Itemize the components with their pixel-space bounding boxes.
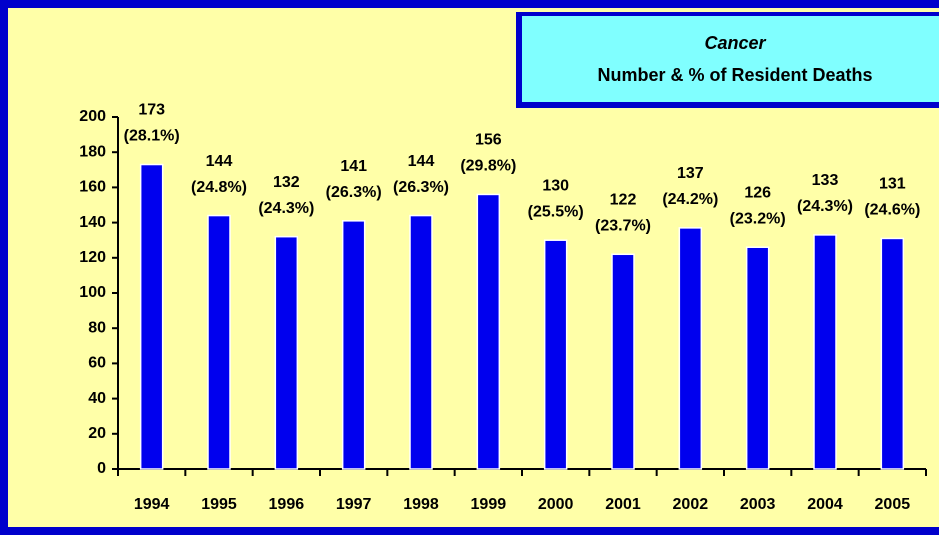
bar bbox=[745, 246, 770, 470]
value-label: 126 bbox=[744, 184, 771, 201]
value-label: 144 bbox=[408, 153, 435, 170]
bar bbox=[409, 214, 433, 470]
bar bbox=[813, 234, 837, 470]
value-label: 132 bbox=[273, 174, 300, 191]
title-box bbox=[522, 16, 939, 102]
y-tick-label: 100 bbox=[79, 284, 106, 301]
bar bbox=[139, 163, 164, 470]
percent-label: (24.3%) bbox=[797, 198, 853, 215]
x-tick-label: 1999 bbox=[471, 496, 507, 513]
x-tick-label: 1998 bbox=[403, 496, 439, 513]
value-label: 133 bbox=[812, 172, 839, 189]
y-tick-label: 80 bbox=[88, 319, 106, 336]
percent-label: (24.2%) bbox=[662, 191, 718, 208]
value-label: 130 bbox=[542, 177, 569, 194]
value-label: 173 bbox=[138, 102, 165, 119]
bar bbox=[880, 237, 905, 470]
bar bbox=[543, 239, 568, 470]
value-label: 131 bbox=[879, 176, 906, 193]
percent-label: (23.7%) bbox=[595, 217, 651, 234]
percent-label: (26.3%) bbox=[393, 179, 449, 196]
value-label: 144 bbox=[206, 153, 233, 170]
y-tick-label: 40 bbox=[88, 390, 106, 407]
y-tick-label: 60 bbox=[88, 355, 106, 372]
x-tick-label: 2003 bbox=[740, 496, 776, 513]
bar bbox=[207, 214, 231, 470]
x-tick-label: 2002 bbox=[673, 496, 709, 513]
x-tick-label: 2004 bbox=[807, 496, 843, 513]
percent-label: (28.1%) bbox=[124, 128, 180, 145]
y-tick-label: 140 bbox=[79, 214, 106, 231]
chart-subtitle: Number & % of Resident Deaths bbox=[597, 65, 872, 85]
bar bbox=[476, 193, 501, 470]
x-tick-label: 2000 bbox=[538, 496, 574, 513]
bar bbox=[678, 227, 703, 470]
percent-label: (24.3%) bbox=[258, 200, 314, 217]
value-label: 137 bbox=[677, 165, 704, 182]
x-tick-label: 2001 bbox=[605, 496, 641, 513]
y-tick-label: 20 bbox=[88, 425, 106, 442]
percent-label: (24.6%) bbox=[864, 202, 920, 219]
x-tick-label: 1996 bbox=[269, 496, 305, 513]
percent-label: (24.8%) bbox=[191, 179, 247, 196]
bar bbox=[274, 235, 299, 470]
x-tick-label: 1997 bbox=[336, 496, 372, 513]
bar bbox=[341, 220, 366, 470]
bar bbox=[611, 253, 635, 470]
percent-label: (29.8%) bbox=[460, 158, 516, 175]
y-tick-label: 0 bbox=[97, 460, 106, 477]
value-label: 122 bbox=[610, 191, 637, 208]
value-label: 156 bbox=[475, 132, 502, 149]
y-tick-label: 200 bbox=[79, 108, 106, 125]
x-tick-label: 1995 bbox=[201, 496, 237, 513]
percent-label: (23.2%) bbox=[730, 210, 786, 227]
y-tick-label: 160 bbox=[79, 179, 106, 196]
value-label: 141 bbox=[340, 158, 367, 175]
chart-title: Cancer bbox=[704, 33, 766, 53]
y-tick-label: 180 bbox=[79, 143, 106, 160]
x-tick-label: 1994 bbox=[134, 496, 170, 513]
y-tick-label: 120 bbox=[79, 249, 106, 266]
x-tick-label: 2005 bbox=[875, 496, 911, 513]
percent-label: (25.5%) bbox=[528, 203, 584, 220]
percent-label: (26.3%) bbox=[326, 184, 382, 201]
